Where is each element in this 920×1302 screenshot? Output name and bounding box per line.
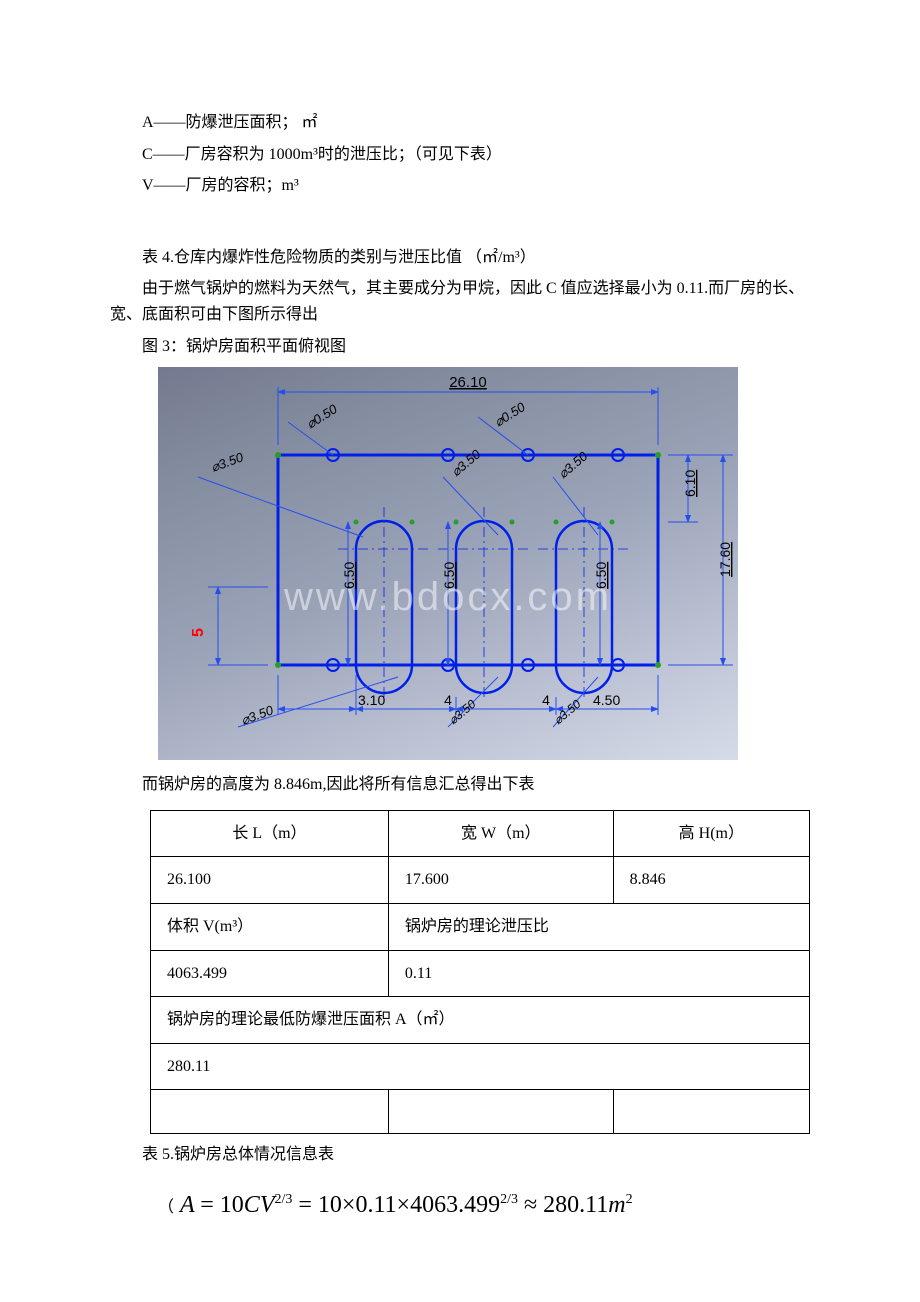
svg-text:17.60: 17.60 — [717, 542, 733, 577]
cell-H-value: 8.846 — [613, 857, 809, 904]
table-row — [151, 1090, 810, 1134]
svg-text:5: 5 — [190, 628, 207, 637]
formula-A: A — [180, 1192, 194, 1218]
formula-m: m — [608, 1192, 625, 1218]
table4-caption: 表 4.仓库内爆炸性危险物质的类别与泄压比值 （㎡/m³） — [110, 245, 810, 271]
formula-exp2: 2/3 — [500, 1192, 518, 1207]
formula-paren: （ — [158, 1199, 174, 1216]
formula-ten: 10 — [220, 1192, 244, 1218]
definition-c: C——厂房容积为 1000m³时的泄压比；（可见下表） — [110, 142, 810, 168]
watermark-text: www.bdocx.com — [284, 565, 612, 629]
formula-area: （ A = 10CV2/3 = 10×0.11×4063.4992/3 ≈ 28… — [158, 1186, 810, 1224]
cell-volume-value: 4063.499 — [151, 950, 389, 997]
table-row: 长 L（m） 宽 W（m） 高 H(m） — [151, 810, 810, 857]
formula-exp3: 2 — [626, 1192, 633, 1207]
svg-text:3.10: 3.10 — [358, 692, 385, 708]
cell-L-value: 26.100 — [151, 857, 389, 904]
cell-L-header: 长 L（m） — [151, 810, 389, 857]
formula-eq: = — [200, 1192, 220, 1218]
cell-volume-label: 体积 V(m³） — [151, 903, 389, 950]
cell-area-value: 280.11 — [151, 1043, 810, 1090]
cell-empty — [151, 1090, 389, 1134]
svg-text:⌀3.50: ⌀3.50 — [209, 449, 246, 475]
formula-V: V — [260, 1192, 275, 1218]
svg-text:⌀0.50: ⌀0.50 — [304, 401, 341, 432]
explanation-text: 由于燃气锅炉的燃料为天然气，其主要成分为甲烷，因此 C 值应选择最小为 0.11… — [110, 276, 810, 327]
height-note: 而锅炉房的高度为 8.846m,因此将所有信息汇总得出下表 — [110, 772, 810, 798]
cell-ratio-value: 0.11 — [388, 950, 809, 997]
cell-ratio-label: 锅炉房的理论泄压比 — [388, 903, 809, 950]
svg-text:6.10: 6.10 — [682, 470, 698, 497]
svg-text:4.50: 4.50 — [593, 692, 620, 708]
table-row: 锅炉房的理论最低防爆泄压面积 A（㎡） — [151, 997, 810, 1044]
svg-text:⌀3.50: ⌀3.50 — [555, 448, 591, 481]
figure3-caption: 图 3：锅炉房面积平面俯视图 — [110, 334, 810, 360]
cad-diagram: 26.10 6.10 17.60 6.50 6.50 6.50 5 — [158, 367, 738, 760]
figure-boiler-plan: www.bdocx.com — [158, 367, 738, 760]
svg-text:⌀0.50: ⌀0.50 — [492, 399, 529, 430]
svg-text:⌀3.50: ⌀3.50 — [239, 702, 276, 728]
table5-caption: 表 5.锅炉房总体情况信息表 — [110, 1142, 810, 1168]
cell-empty — [613, 1090, 809, 1134]
svg-text:26.10: 26.10 — [449, 374, 487, 391]
cell-area-label: 锅炉房的理论最低防爆泄压面积 A（㎡） — [151, 997, 810, 1044]
svg-text:4: 4 — [444, 692, 452, 708]
summary-table: 长 L（m） 宽 W（m） 高 H(m） 26.100 17.600 8.846… — [150, 810, 810, 1135]
svg-text:4: 4 — [542, 692, 550, 708]
cell-W-value: 17.600 — [388, 857, 613, 904]
formula-C: C — [244, 1192, 260, 1218]
cell-W-header: 宽 W（m） — [388, 810, 613, 857]
cell-H-header: 高 H(m） — [613, 810, 809, 857]
table-row: 26.100 17.600 8.846 — [151, 857, 810, 904]
definition-a: A——防爆泄压面积； ㎡ — [110, 110, 810, 136]
table-row: 4063.499 0.11 — [151, 950, 810, 997]
formula-approx: ≈ 280.11 — [524, 1192, 608, 1218]
table-row: 280.11 — [151, 1043, 810, 1090]
table-row: 体积 V(m³） 锅炉房的理论泄压比 — [151, 903, 810, 950]
definition-v: V——厂房的容积；m³ — [110, 173, 810, 199]
cell-empty — [388, 1090, 613, 1134]
formula-eq2: = 10×0.11×4063.499 — [298, 1192, 500, 1218]
formula-exp1: 2/3 — [274, 1192, 292, 1207]
